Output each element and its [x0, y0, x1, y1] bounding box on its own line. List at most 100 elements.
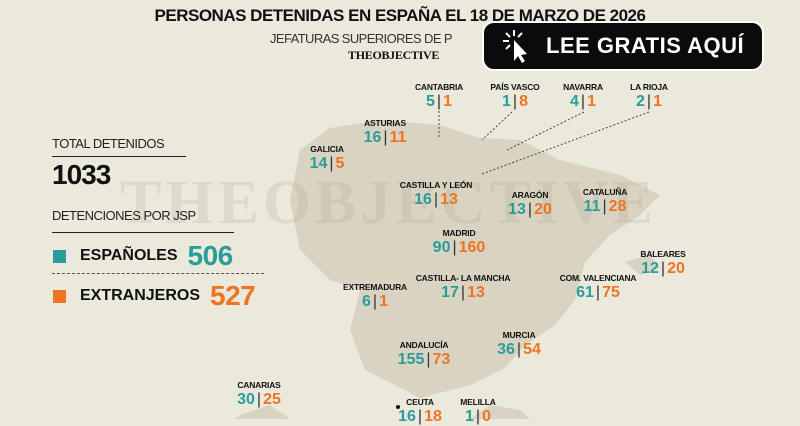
extranjeros-count: 5 [335, 155, 345, 172]
espanoles-count: 16 [414, 191, 432, 208]
espanoles-count: 17 [441, 284, 459, 301]
espanoles-count: 14 [309, 155, 328, 172]
espanoles-count: 1 [465, 408, 474, 425]
subtitle: JEFATURAS SUPERIORES DE P [270, 31, 453, 46]
extranjeros-count: 18 [424, 408, 442, 425]
separator: | [383, 129, 388, 146]
region-values: 12 | 20 [640, 260, 685, 278]
espanoles-count: 90 [432, 239, 451, 256]
summary-panel: TOTAL DETENIDOS 1033 [52, 136, 186, 191]
region-name: MADRID [442, 228, 476, 238]
separator: | [660, 260, 666, 277]
canarias-shape [235, 405, 290, 419]
region-values: 36 | 54 [497, 341, 541, 359]
espanoles-count: 36 [497, 341, 515, 358]
espanoles-count: 61 [576, 284, 594, 301]
separator: | [433, 191, 439, 208]
total-label: TOTAL DETENIDOS [52, 136, 165, 151]
region-name: MURCIA [502, 330, 536, 340]
espanoles-count: 16 [363, 129, 382, 146]
extranjeros-count: 1 [587, 93, 596, 110]
separator: | [452, 239, 457, 256]
region-label: ANDALUCÍA 155 | 73 [398, 340, 451, 369]
extranjeros-count: 54 [523, 341, 541, 358]
region-name: LA RIOJA [630, 82, 668, 92]
region-name: CASTILLA- LA MANCHA [415, 273, 511, 283]
legend-extranjeros: EXTRANJEROS 527 [53, 280, 256, 312]
region-name: CATALUÑA [582, 187, 628, 197]
region-values: 2 | 1 [630, 93, 668, 111]
teal-swatch [53, 249, 66, 263]
ceuta-shape [470, 405, 530, 419]
region-label: CEUTA 16 | 18 [398, 397, 442, 426]
extranjeros-count: 13 [440, 191, 458, 208]
region-values: 16 | 13 [400, 191, 472, 209]
extranjeros-count: 28 [608, 198, 627, 215]
region-values: 14 | 5 [310, 155, 345, 173]
separator: | [256, 391, 262, 408]
extranjeros-count: 20 [534, 201, 552, 218]
extranjeros-count: 8 [519, 93, 528, 110]
region-label: ARAGÓN 13 | 20 [508, 190, 552, 219]
divider [52, 156, 186, 157]
region-name: GALICIA [310, 144, 344, 154]
region-label: CASTILLA Y LEÓN 16 | 13 [400, 180, 473, 209]
extranjeros-count: 11 [389, 129, 407, 146]
region-values: 90 | 160 [433, 239, 486, 257]
extranjeros-count: 1 [443, 93, 452, 110]
legend-espanoles: ESPAÑOLES 506 [53, 240, 233, 272]
espanoles-count: 155 [397, 351, 425, 368]
separator: | [460, 284, 466, 301]
region-name: BALEARES [640, 249, 686, 259]
region-values: 30 | 25 [237, 391, 281, 409]
separator: | [329, 155, 334, 172]
region-label: MELILLA 1 | 0 [460, 397, 496, 426]
read-free-label: LEE GRATIS AQUÍ [546, 33, 745, 58]
espanoles-count: 30 [237, 391, 255, 408]
page-title: PERSONAS DETENIDAS EN ESPAÑA EL 18 DE MA… [154, 6, 646, 25]
separator: | [436, 93, 442, 110]
region-values: 16 | 18 [398, 408, 442, 426]
read-free-button[interactable]: LEE GRATIS AQUÍ [482, 21, 764, 71]
region-label: CANTABRIA 5 | 1 [415, 82, 463, 111]
region-name: CANTABRIA [414, 82, 464, 92]
separator: | [595, 284, 601, 301]
region-values: 13 | 20 [508, 201, 552, 219]
region-values: 6 | 1 [343, 293, 407, 311]
region-label: CANARIAS 30 | 25 [237, 380, 281, 409]
region-name: CANARIAS [237, 380, 281, 390]
region-label: GALICIA 14 | 5 [310, 144, 345, 173]
region-label: ASTURIAS 16 | 11 [364, 118, 407, 147]
espanoles-count: 4 [570, 93, 579, 110]
extranjeros-count: 20 [667, 260, 685, 277]
leader-lines [438, 111, 650, 175]
region-label: NAVARRA 4 | 1 [563, 82, 603, 111]
extranjeros-count: 1 [379, 293, 388, 310]
extranjeros-count: 75 [602, 284, 620, 301]
region-label: CATALUÑA 11 | 28 [582, 187, 628, 216]
region-label: LA RIOJA 2 | 1 [630, 82, 668, 111]
jsp-label: DETENCIONES POR JSP [52, 208, 196, 223]
region-name: ANDALUCÍA [399, 340, 449, 350]
iberia-shape [290, 120, 660, 398]
brand-logo: THEOBJECTIVE [348, 48, 440, 62]
espanoles-label: ESPAÑOLES [80, 247, 178, 264]
espanoles-count: 5 [426, 93, 435, 110]
region-values: 1 | 8 [490, 93, 539, 111]
extranjeros-count: 25 [263, 391, 281, 408]
separator: | [516, 341, 522, 358]
divider [52, 232, 234, 233]
extranjeros-label: EXTRANJEROS [80, 287, 201, 304]
extranjeros-count: 73 [432, 351, 451, 368]
region-values: 1 | 0 [460, 408, 495, 426]
espanoles-count: 1 [502, 93, 511, 110]
region-label: PAÍS VASCO 1 | 8 [490, 82, 539, 111]
region-name: COM. VALENCIANA [559, 273, 637, 283]
espanoles-count: 6 [362, 293, 371, 310]
region-name: CEUTA [406, 397, 434, 407]
baleares-shape [625, 255, 660, 275]
cursor-click-icon [503, 30, 527, 63]
extranjeros-value: 527 [210, 280, 256, 311]
separator: | [527, 201, 533, 218]
